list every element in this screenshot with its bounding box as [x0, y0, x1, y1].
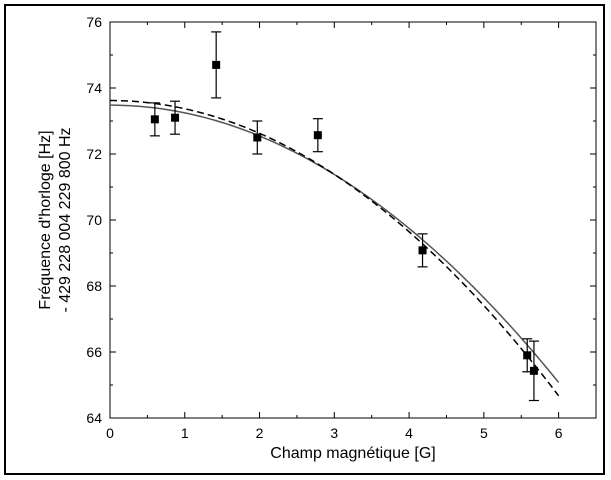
plot-area: [109, 21, 597, 419]
x-tick-label: 4: [405, 425, 413, 441]
data-point: [528, 340, 539, 402]
point-marker: [171, 113, 180, 122]
data-point: [252, 120, 263, 155]
data-point: [312, 118, 323, 153]
y-tick-label: 74: [86, 80, 102, 96]
fit-curve-dashed: [109, 99, 560, 397]
data-point: [417, 233, 428, 268]
data-point: [211, 31, 222, 99]
x-axis-label: Champ magnétique [G]: [270, 445, 435, 462]
y-tick-label: 64: [86, 410, 102, 426]
y-tick-label: 76: [86, 14, 102, 30]
x-tick-label: 2: [256, 425, 264, 441]
x-tick-label: 6: [555, 425, 563, 441]
data-point: [522, 338, 533, 373]
point-marker: [212, 60, 221, 69]
point-marker: [313, 131, 322, 140]
x-tick-label: 5: [480, 425, 488, 441]
fit-curve-solid: [109, 104, 560, 383]
data-point: [149, 102, 160, 137]
y-axis-label-line-1: Fréquence d'horloge [Hz]: [37, 130, 54, 309]
y-tick-label: 70: [86, 212, 102, 228]
x-tick-label: 3: [330, 425, 338, 441]
fit-curves: [109, 99, 560, 397]
axis-ticks: 0 1 2 3 4 5 6 64 66 68 70 72 74 76: [86, 14, 596, 441]
x-tick-label: 1: [181, 425, 189, 441]
data-point: [170, 100, 181, 135]
data-points: [149, 31, 539, 402]
y-tick-label: 68: [86, 278, 102, 294]
point-marker: [253, 133, 262, 142]
point-marker: [529, 366, 538, 375]
y-tick-label: 72: [86, 146, 102, 162]
x-tick-label: 0: [106, 425, 114, 441]
point-marker: [523, 351, 532, 360]
y-axis-label-line-2: - 429 228 004 229 800 Hz: [57, 127, 74, 312]
figure-frame: [4, 4, 605, 475]
point-marker: [150, 115, 159, 124]
point-marker: [418, 246, 427, 255]
y-tick-label: 66: [86, 344, 102, 360]
